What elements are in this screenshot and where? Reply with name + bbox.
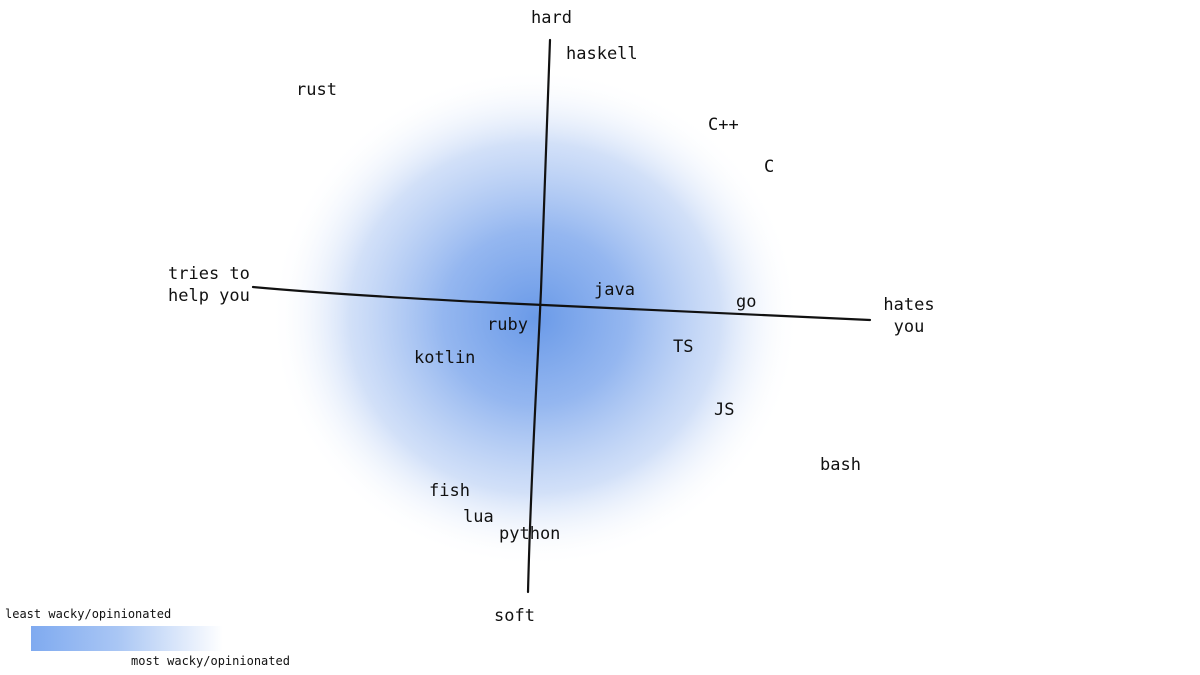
language-cpp: C++ — [708, 115, 739, 135]
legend-color-bar — [31, 626, 223, 651]
axis-label-tries-to-help-you: tries to help you — [168, 263, 250, 307]
axis-label-left-line2: help you — [168, 286, 250, 306]
language-lua: lua — [463, 507, 494, 527]
language-haskell: haskell — [566, 44, 638, 64]
language-rust: rust — [296, 80, 337, 100]
language-c: C — [764, 157, 775, 177]
legend-max-label: most wacky/opinionated — [131, 654, 290, 668]
language-ts: TS — [673, 337, 694, 357]
language-kotlin: kotlin — [414, 348, 476, 368]
axis-label-hard: hard — [531, 8, 572, 28]
axis-label-right-line1: hates — [883, 295, 935, 315]
language-js: JS — [714, 400, 735, 420]
language-bash: bash — [820, 455, 861, 475]
axis-label-right-line2: you — [893, 317, 925, 337]
opinion-gradient-blob — [270, 68, 800, 568]
horizontal-axis-line — [251, 285, 872, 322]
language-fish: fish — [429, 481, 470, 501]
axis-label-soft: soft — [494, 606, 535, 626]
language-python: python — [499, 524, 561, 544]
axis-label-left-line1: tries to — [168, 264, 250, 284]
language-ruby: ruby — [487, 315, 528, 335]
axis-label-hates-you: hates you — [880, 294, 938, 338]
language-go: go — [736, 292, 757, 312]
vertical-axis-line — [526, 38, 552, 594]
legend-min-label: least wacky/opinionated — [5, 607, 172, 621]
language-java: java — [594, 280, 635, 300]
